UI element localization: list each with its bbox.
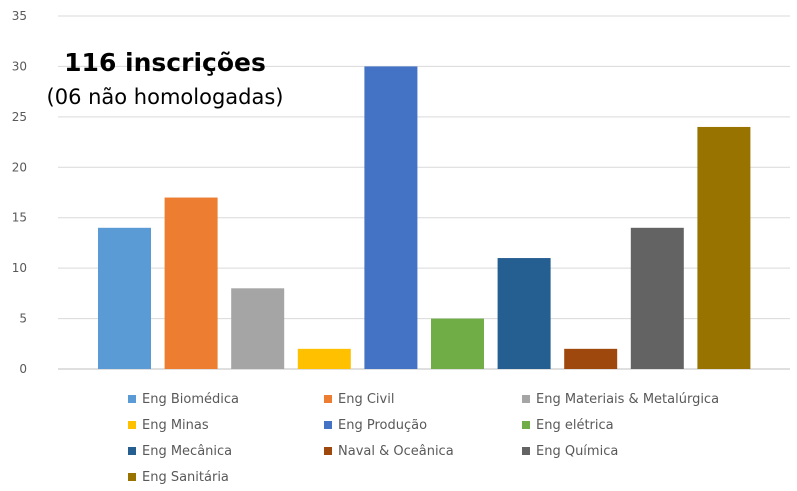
bar-9: [697, 126, 751, 369]
legend-item: Eng Civil: [324, 390, 394, 408]
legend-label: Eng Sanitária: [142, 469, 229, 485]
y-tick-label: 20: [12, 160, 27, 174]
legend-swatch: [128, 421, 136, 429]
legend-label: Eng Minas: [142, 417, 209, 433]
y-tick-label: 25: [12, 110, 27, 124]
y-tick-label: 30: [12, 59, 27, 73]
legend-label: Naval & Oceânica: [338, 443, 454, 459]
bar-7: [564, 348, 618, 369]
y-axis-ticks: 0 5 10 15 20 25 30 35: [12, 9, 27, 376]
chart-annotation-title: 116 inscrições: [64, 48, 266, 77]
legend-label: Eng elétrica: [536, 417, 614, 433]
bar-2: [231, 288, 285, 369]
legend-label: Eng Civil: [338, 391, 395, 407]
legend-label: Eng Química: [536, 443, 619, 459]
bar-6: [497, 258, 551, 369]
legend-item: Eng Mecânica: [128, 442, 232, 460]
legend-label: Eng Materiais & Metalúrgica: [536, 391, 720, 407]
legend-swatch: [522, 395, 530, 403]
y-tick-label: 0: [19, 362, 27, 376]
legend-item: Eng Materiais & Metalúrgica: [522, 390, 719, 408]
legend-swatch: [128, 395, 136, 403]
bar-4: [364, 66, 418, 369]
bar-0: [98, 227, 151, 369]
bar-5: [431, 318, 484, 369]
legend-item: Eng Química: [522, 442, 618, 460]
legend-swatch: [128, 447, 136, 455]
legend-swatch: [128, 473, 136, 481]
legend-swatch: [324, 447, 332, 455]
y-tick-label: 15: [12, 211, 27, 225]
legend-item: Eng Sanitária: [128, 468, 229, 486]
y-tick-label: 35: [12, 9, 27, 23]
bar-8: [630, 227, 684, 369]
legend-item: Naval & Oceânica: [324, 442, 454, 460]
legend-item: Eng Minas: [128, 416, 209, 434]
legend-swatch: [522, 447, 530, 455]
legend-label: Eng Biomédica: [142, 391, 239, 407]
legend-swatch: [324, 421, 332, 429]
legend-label: Eng Produção: [338, 417, 428, 433]
legend-item: Eng Biomédica: [128, 390, 239, 408]
y-tick-label: 5: [19, 312, 27, 326]
legend-item: Eng elétrica: [522, 416, 614, 434]
chart-annotation-subtitle: (06 não homologadas): [46, 85, 284, 109]
legend-label: Eng Mecânica: [142, 443, 233, 459]
legend-swatch: [324, 395, 332, 403]
legend-item: Eng Produção: [324, 416, 427, 434]
legend-swatch: [522, 421, 530, 429]
bar-1: [164, 197, 218, 369]
y-tick-label: 10: [12, 261, 27, 275]
bar-3: [297, 348, 351, 369]
bars: [98, 66, 751, 369]
